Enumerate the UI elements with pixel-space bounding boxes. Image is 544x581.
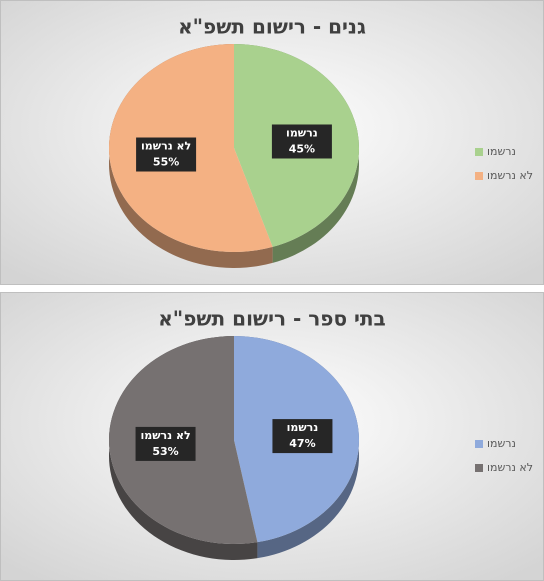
- chart: בתי ספר - רישום תשפ"א נרשמו 47% לא נרשמו 53%…: [0, 292, 544, 581]
- legend-label: נרשמו: [487, 145, 516, 158]
- legend-swatch: [475, 148, 483, 156]
- data-label-category: לא נרשמו: [141, 140, 191, 153]
- legend-swatch: [475, 464, 483, 472]
- legend-label: נרשמו: [487, 437, 516, 450]
- legend-label: לא נרשמו: [487, 169, 533, 182]
- data-label-box: [136, 137, 197, 172]
- data-label-value: 55%: [153, 156, 179, 169]
- legend-swatch: [475, 172, 483, 180]
- data-label-box: [135, 426, 196, 461]
- data-label-category: נרשמו: [287, 421, 319, 434]
- chart: גנים - רישום תשפ"א נרשמו 45% לא נרשמו 55% נרש…: [0, 0, 544, 285]
- data-label-value: 45%: [289, 142, 315, 155]
- data-label-category: נרשמו: [286, 126, 318, 139]
- data-label-box: [271, 124, 332, 159]
- legend-label: לא נרשמו: [487, 461, 533, 474]
- data-label-category: לא נרשמו: [140, 429, 190, 442]
- chart-title: בתי ספר - רישום תשפ"א: [158, 307, 386, 331]
- data-label-box: [272, 419, 333, 454]
- chart-title: גנים - רישום תשפ"א: [178, 15, 366, 39]
- legend-swatch: [475, 440, 483, 448]
- data-label-value: 53%: [152, 445, 178, 458]
- data-label-value: 47%: [289, 437, 315, 450]
